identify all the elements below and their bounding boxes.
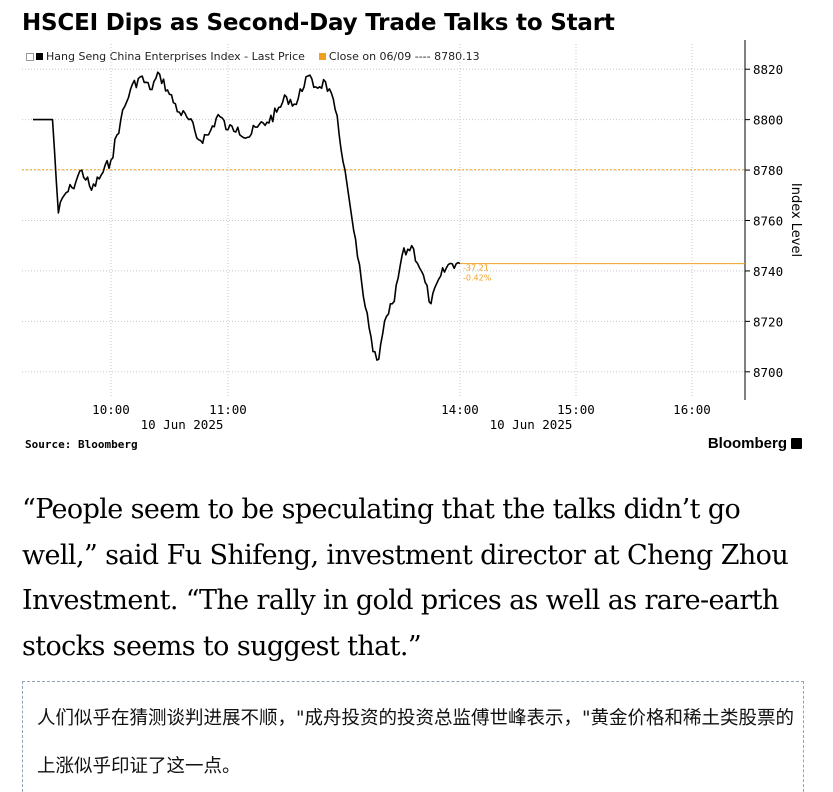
source-note: Source: Bloomberg <box>25 438 138 451</box>
series-swatch <box>36 53 43 60</box>
close-swatch <box>318 53 326 60</box>
line-chart: 8700 8720 8740 8760 8780 8800 8820 10:00 10 Jun … <box>22 40 803 432</box>
chart-title: HSCEI Dips as Second-Day Trade Talks to … <box>22 10 615 36</box>
change-percent-label: -0.42% <box>463 274 492 283</box>
y-tick-label: 8780 <box>753 163 783 178</box>
price-series-line <box>33 71 461 361</box>
bloomberg-terminal-icon <box>791 438 802 449</box>
x-tick-label: 14:00 <box>441 402 479 417</box>
y-axis-label: Index Level <box>788 183 803 257</box>
x-tick-label: 10:00 <box>92 402 130 417</box>
legend-close-label: Close on 06/09 ---- 8780.13 <box>328 50 480 63</box>
change-label: -37.21 <box>463 264 489 273</box>
legend-toggle-icon[interactable] <box>26 52 34 61</box>
translation-text: 人们似乎在猜测谈判进展不顺，"成舟投资的投资总监傅世峰表示，"黄金价格和稀土类股… <box>37 708 795 777</box>
translation-box: 人们似乎在猜测谈判进展不顺，"成舟投资的投资总监傅世峰表示，"黄金价格和稀土类股… <box>22 681 804 792</box>
y-tick-label: 8760 <box>753 214 783 229</box>
x-date-label: 10 Jun 2025 <box>141 417 224 432</box>
y-tick-label: 8740 <box>753 264 783 279</box>
x-date-label: 10 Jun 2025 <box>490 417 573 432</box>
y-tick-label: 8700 <box>753 365 783 380</box>
y-tick-label: 8720 <box>753 314 783 329</box>
x-tick-label: 15:00 <box>557 402 595 417</box>
bloomberg-logo: Bloomberg <box>708 435 802 452</box>
x-tick-label: 16:00 <box>673 402 711 417</box>
brand-label: Bloomberg <box>707 435 787 452</box>
y-tick-label: 8800 <box>753 113 783 128</box>
article-quote: “People seem to be speculating that the … <box>22 494 789 662</box>
x-tick-label: 11:00 <box>209 402 247 417</box>
y-tick-label: 8820 <box>753 62 783 77</box>
